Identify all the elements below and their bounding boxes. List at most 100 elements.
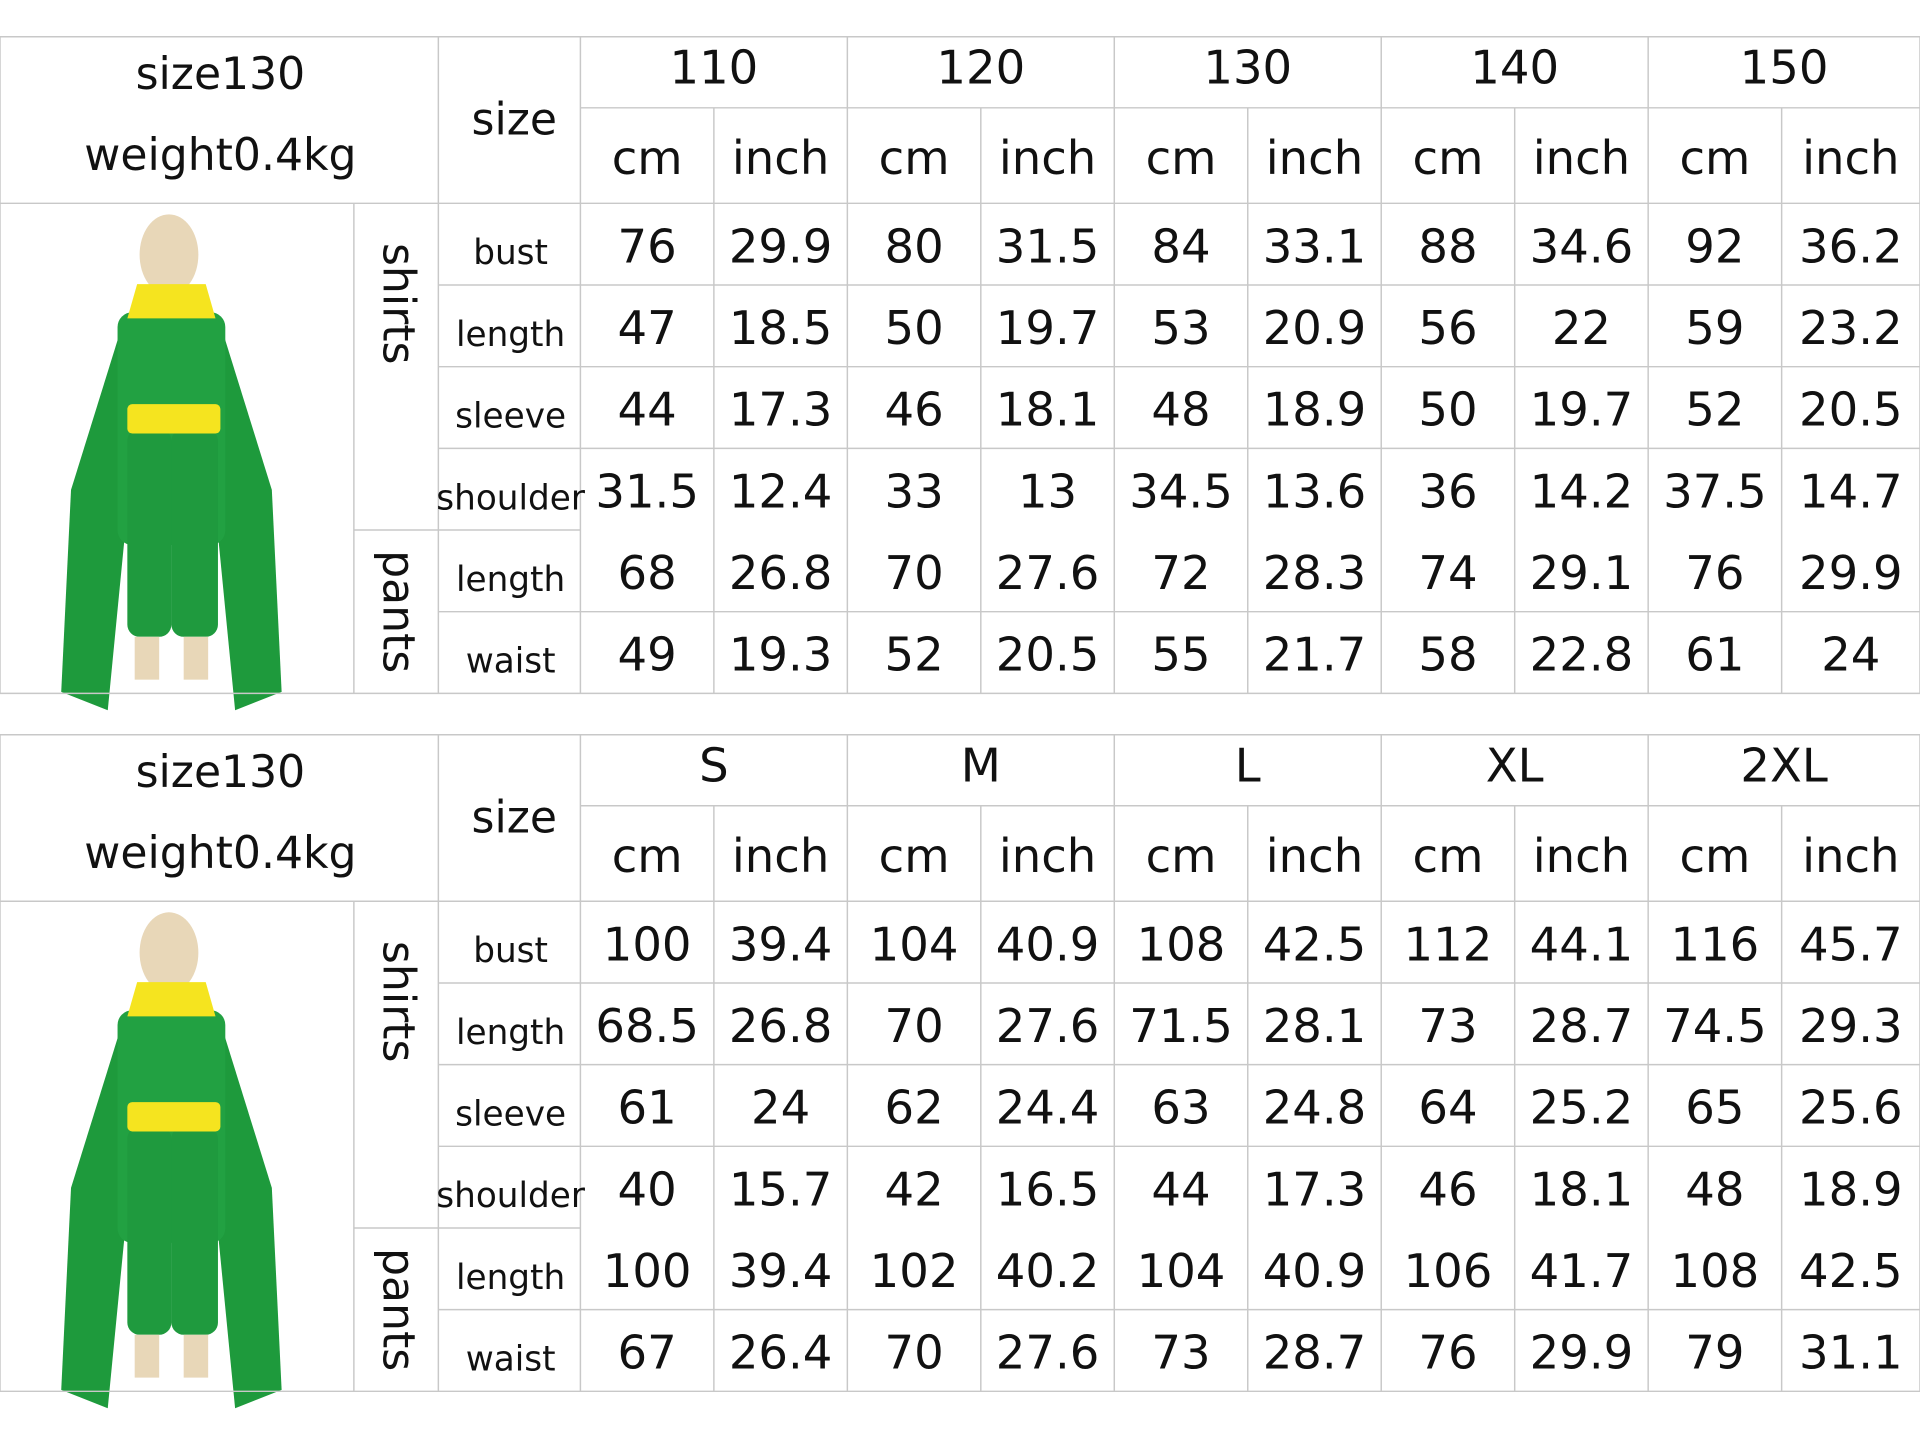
cell-value: 28.7	[1530, 999, 1634, 1053]
cell-value: 15.7	[729, 1162, 833, 1216]
unit-header: cm	[1413, 829, 1484, 883]
row-label: length	[456, 560, 565, 600]
cell-value: 61	[618, 1081, 677, 1135]
row-label: length	[456, 1013, 565, 1053]
row-label: bust	[473, 233, 548, 273]
cell-value: 22.8	[1530, 628, 1634, 682]
cell-value: 13.6	[1263, 464, 1367, 518]
cell-value: 29.3	[1799, 999, 1903, 1053]
unit-header: inch	[1533, 131, 1630, 185]
cell-value: 31.5	[996, 219, 1100, 273]
size-header: 110	[669, 41, 758, 95]
cell-value: 71.5	[1129, 999, 1233, 1053]
cell-value: 79	[1685, 1326, 1744, 1380]
cell-value: 33	[884, 464, 943, 518]
cell-value: 27.6	[996, 546, 1100, 600]
cell-value: 42.5	[1263, 917, 1367, 971]
cell-value: 33.1	[1263, 219, 1367, 273]
row-label: shoulder	[436, 1176, 586, 1216]
unit-header: cm	[1413, 131, 1484, 185]
cell-value: 25.6	[1799, 1081, 1903, 1135]
cell-value: 26.8	[729, 999, 833, 1053]
cell-value: 116	[1670, 917, 1759, 971]
unit-header: inch	[1802, 829, 1899, 883]
cell-value: 45.7	[1799, 917, 1903, 971]
cell-value: 112	[1404, 917, 1493, 971]
cell-value: 24.8	[1263, 1081, 1367, 1135]
cell-value: 76	[1418, 1326, 1477, 1380]
cell-value: 31.5	[595, 464, 699, 518]
cell-value: 28.1	[1263, 999, 1367, 1053]
cell-value: 50	[1418, 383, 1477, 437]
cell-value: 49	[618, 628, 677, 682]
cell-value: 27.6	[996, 1326, 1100, 1380]
group-label: shirts	[373, 941, 424, 1063]
cell-value: 17.3	[1263, 1162, 1367, 1216]
cell-value: 68	[618, 546, 677, 600]
unit-header: cm	[612, 829, 683, 883]
cell-value: 23.2	[1799, 301, 1903, 355]
size-header: XL	[1486, 739, 1544, 793]
cell-value: 53	[1151, 301, 1210, 355]
size-header: S	[699, 739, 729, 793]
unit-header: cm	[1146, 829, 1217, 883]
info-text: weight0.4kg	[84, 828, 356, 879]
cell-value: 31.1	[1799, 1326, 1903, 1380]
cell-value: 26.8	[729, 546, 833, 600]
size-header: 2XL	[1740, 739, 1827, 793]
cell-value: 104	[1137, 1244, 1226, 1298]
unit-header: cm	[879, 829, 950, 883]
cell-value: 29.9	[729, 219, 833, 273]
cell-value: 18.5	[729, 301, 833, 355]
figure-image	[61, 214, 282, 711]
cell-value: 74	[1418, 546, 1477, 600]
info-text: size130	[136, 49, 306, 100]
cell-value: 18.9	[1263, 383, 1367, 437]
cell-value: 47	[618, 301, 677, 355]
info-text: weight0.4kg	[84, 130, 356, 181]
row-label: waist	[466, 642, 556, 682]
size-header: 140	[1470, 41, 1559, 95]
cell-value: 14.2	[1530, 464, 1634, 518]
cell-value: 36.2	[1799, 219, 1903, 273]
size-header: L	[1235, 739, 1261, 793]
cell-value: 18.1	[1530, 1162, 1634, 1216]
cell-value: 72	[1151, 546, 1210, 600]
cell-value: 65	[1685, 1081, 1744, 1135]
unit-header: inch	[732, 829, 829, 883]
cell-value: 19.7	[1530, 383, 1634, 437]
cell-value: 88	[1418, 219, 1477, 273]
unit-header: inch	[1802, 131, 1899, 185]
info-text: size130	[136, 747, 306, 798]
cell-value: 46	[1418, 1162, 1477, 1216]
cell-value: 40.9	[1263, 1244, 1367, 1298]
cell-value: 19.3	[729, 628, 833, 682]
cell-value: 34.6	[1530, 219, 1634, 273]
unit-header: inch	[1533, 829, 1630, 883]
size-header: 130	[1203, 41, 1292, 95]
cell-value: 46	[884, 383, 943, 437]
cell-value: 28.3	[1263, 546, 1367, 600]
row-label: length	[456, 1258, 565, 1298]
cell-value: 52	[1685, 383, 1744, 437]
unit-header: cm	[1679, 829, 1750, 883]
cell-value: 44	[618, 383, 677, 437]
cell-value: 76	[1685, 546, 1744, 600]
cell-value: 29.1	[1530, 546, 1634, 600]
cell-value: 42.5	[1799, 1244, 1903, 1298]
cell-value: 100	[603, 1244, 692, 1298]
cell-value: 40	[618, 1162, 677, 1216]
cell-value: 20.5	[996, 628, 1100, 682]
cell-value: 108	[1137, 917, 1226, 971]
cell-value: 19.7	[996, 301, 1100, 355]
cell-value: 17.3	[729, 383, 833, 437]
cell-value: 34.5	[1129, 464, 1233, 518]
cell-value: 63	[1151, 1081, 1210, 1135]
cell-value: 25.2	[1530, 1081, 1634, 1135]
cell-value: 80	[884, 219, 943, 273]
cell-value: 37.5	[1663, 464, 1767, 518]
cell-value: 39.4	[729, 1244, 833, 1298]
cell-value: 18.9	[1799, 1162, 1903, 1216]
cell-value: 24	[751, 1081, 810, 1135]
